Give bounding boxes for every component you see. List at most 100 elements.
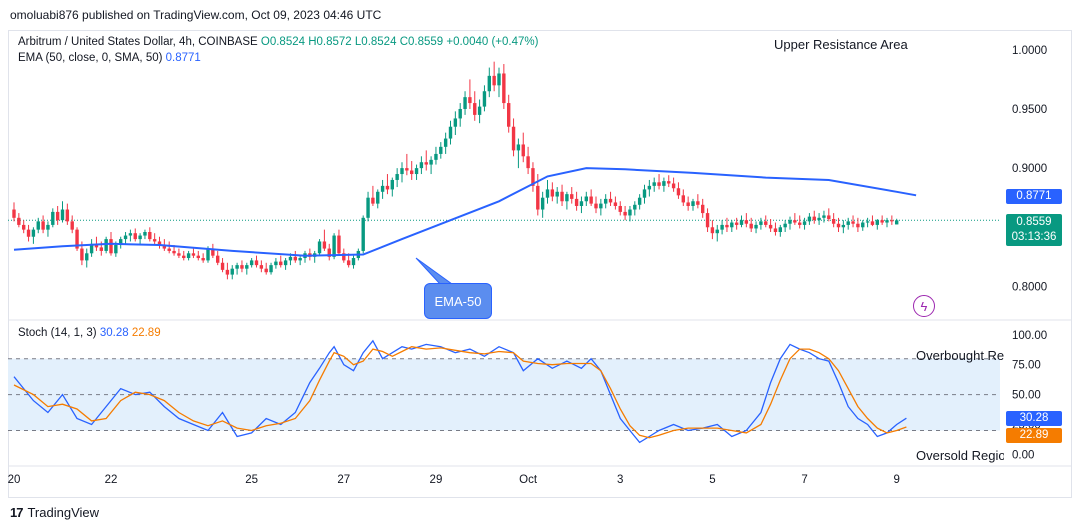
ema-callout: EMA-50 [424,283,492,319]
candle-body [836,223,841,228]
time-tick-label: 5 [709,474,715,486]
candle-body [380,185,385,192]
stoch-tick-label: 75.00 [1012,360,1041,372]
candle-body [327,248,331,257]
candle-body [574,198,579,206]
candle-body [584,196,588,202]
upper-resistance-label: Upper Resistance Area [774,37,908,52]
candle-body [768,224,773,229]
candle-body [521,144,525,157]
candle-body [565,194,569,202]
candle-body [46,224,50,230]
ema-label: EMA (50, close, 0, SMA, 50) [18,52,163,64]
candle-body [376,191,380,204]
candle-body [293,256,297,261]
candle-body [686,202,690,206]
candle-body [186,253,191,259]
candle-body [545,189,550,198]
candle-body [36,221,40,230]
candle-body [671,183,676,189]
candle-body [342,253,346,261]
price-tick-label: 0.9500 [1012,104,1047,116]
candle-body [477,106,482,115]
candle-body [332,235,336,257]
candle-body [211,248,215,256]
candle-body [133,233,137,240]
candle-body [555,191,559,197]
candle-body [851,221,855,224]
candle-body [419,162,424,169]
candle-body [730,222,734,228]
candle-body [85,253,89,261]
candle-body [715,229,719,234]
tradingview-logo[interactable]: 17 TradingView [10,505,99,520]
candle-body [225,269,230,275]
candle-body [691,201,695,206]
candle-body [254,260,259,266]
candle-body [579,201,584,206]
candle-body [550,189,555,197]
candle-body [259,265,264,269]
candle-body [182,255,186,259]
candle-body [788,220,792,224]
candle-body [720,224,724,230]
stoch-k-value: 30.28 [99,327,129,339]
candle-body [560,191,564,202]
candle-body [623,211,627,216]
time-tick-label: 27 [337,474,350,486]
candle-body [589,196,593,204]
candle-body [346,260,351,266]
candle-body [798,222,802,225]
candle-body [298,258,302,261]
footer-bar: 17 TradingView [0,498,1080,528]
chart-canvas[interactable]: 1.00000.95000.90000.8000100.0075.0050.00… [0,0,1080,498]
candle-body [31,229,36,237]
last-price-tag: 0.8559 03:13:36 [1006,214,1062,246]
candle-body [22,224,26,230]
candle-body [99,247,103,251]
candle-body [458,108,462,119]
candle-body [468,97,472,104]
candle-body [439,146,443,154]
ema-price-tag: 0.8771 [1006,189,1062,204]
candle-body [540,197,545,210]
candle-body [895,220,899,225]
candle-body [322,241,327,249]
price-tick-label: 1.0000 [1012,45,1047,57]
candle-body [492,75,496,86]
candle-body [870,221,875,225]
candle-body [317,241,322,254]
stoch-d-value: 22.89 [131,327,161,339]
time-tick-label: 29 [430,474,443,486]
tradingview-brand: TradingView [27,505,100,520]
candle-body [206,248,210,261]
lightning-bolt-icon[interactable]: ϟ [913,295,935,317]
stoch-tick-label: 100.00 [1012,330,1047,342]
open-value: O0.8524 [260,36,306,48]
low-value: L0.8524 [354,36,397,48]
candle-body [652,182,656,186]
stoch-line-k [13,339,907,444]
time-tick-label: 9 [893,474,899,486]
candle-body [177,253,181,256]
candle-body [885,220,889,223]
candle-body [890,220,894,222]
candle-body [114,245,118,254]
candle-body [531,168,535,186]
candle-body [361,217,365,251]
close-value: C0.8559 [399,36,444,48]
candle-body [497,73,501,86]
candle-body [109,239,113,254]
candle-body [274,261,278,266]
price-tick-label: 0.9000 [1012,163,1047,175]
candle-body [89,243,94,254]
candle-body [764,221,768,225]
price-tick-label: 0.8000 [1012,281,1047,293]
candle-body [618,205,622,212]
candle-body [773,228,778,233]
candle-body [220,262,225,270]
candle-body [827,215,831,219]
candle-body [778,227,782,233]
candle-body [152,239,157,242]
candle-body [749,223,753,229]
